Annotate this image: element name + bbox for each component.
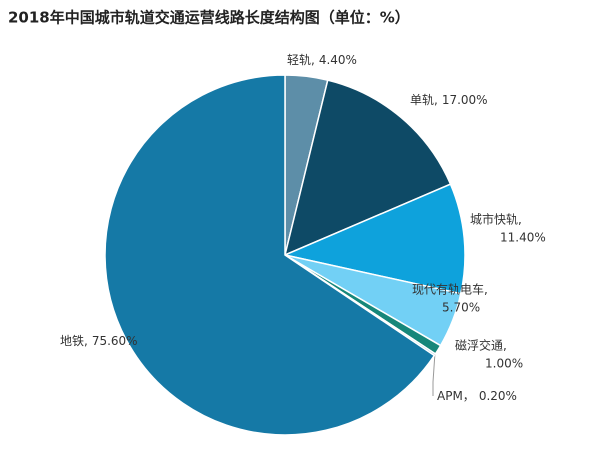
category-label: 磁浮交通, <box>455 338 507 353</box>
category-label: 现代有轨电车, <box>412 282 488 297</box>
value-label: 4.40% <box>319 53 357 67</box>
pie-slice <box>104 74 436 436</box>
slice-label-text: 地铁, 75.60% <box>60 334 138 348</box>
chart-title: 2018年中国城市轨道交通运营线路长度结构图（单位：%） <box>8 9 410 27</box>
value-label: 17.00% <box>442 93 488 107</box>
value-label: 11.40% <box>500 231 546 245</box>
category-label: APM， <box>437 389 475 403</box>
category-label: 地铁, <box>60 334 88 348</box>
slice-label: 轻轨, 4.40% <box>287 53 357 67</box>
slice-label-text: 单轨, 17.00% <box>410 93 488 107</box>
pie-slice <box>282 183 466 295</box>
category-label: 城市快轨, <box>470 212 522 227</box>
pie-slice <box>283 79 452 257</box>
slice-label: 城市快轨, 11.40% <box>470 212 546 245</box>
slice-label: 地铁, 75.60% <box>60 334 138 348</box>
slice-label-text: 轻轨, 4.40% <box>287 53 357 67</box>
slice-label: APM， 0.20% <box>437 389 517 403</box>
slice-label-text: APM， 0.20% <box>437 389 517 403</box>
value-label: 5.70% <box>442 301 480 315</box>
leader-line <box>432 354 436 396</box>
slice-label: 单轨, 17.00% <box>410 93 488 107</box>
value-label: 1.00% <box>485 357 523 371</box>
slice-label: 现代有轨电车, 5.70% <box>412 282 488 315</box>
value-label: 0.20% <box>479 389 517 403</box>
slice-label: 磁浮交通, 1.00% <box>455 338 523 371</box>
category-label: 单轨, <box>410 93 438 107</box>
value-label: 75.60% <box>92 334 138 348</box>
category-label: 轻轨, <box>287 53 315 67</box>
